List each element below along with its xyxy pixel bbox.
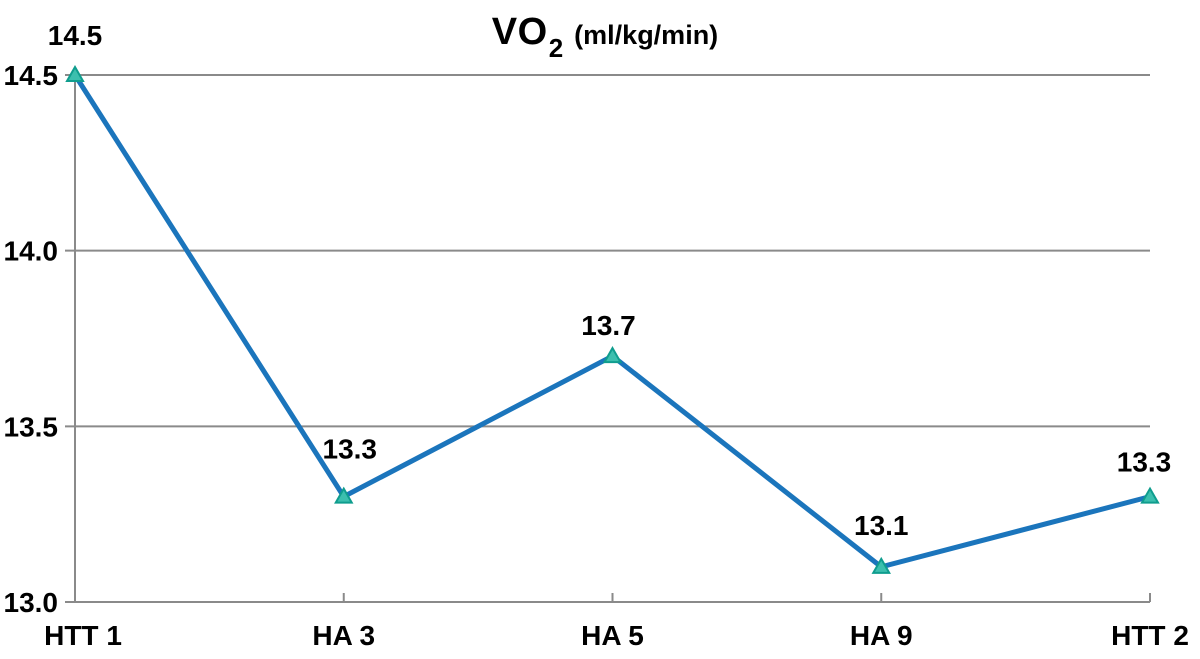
y-axis-tick-label: 14.5 [4,60,59,91]
y-axis-tick-label: 13.5 [4,411,59,442]
x-axis-category-label: HTT 1 [44,620,122,651]
chart-title-main: VO [491,11,548,53]
y-axis-tick-label: 14.0 [4,236,59,267]
data-point-label: 13.1 [854,510,909,541]
data-point-label: 13.3 [323,434,378,465]
data-point-marker [1140,486,1160,504]
data-point-marker [871,556,891,574]
x-axis-category-label: HA 9 [850,620,913,651]
data-point-marker [334,486,354,504]
chart-title-subscript: 2 [548,33,564,64]
data-point-label: 13.7 [581,310,636,341]
chart-title: VO2 (ml/kg/min) [0,11,1200,61]
x-axis-category-label: HTT 2 [1111,620,1189,651]
data-point-label: 13.3 [1117,447,1172,478]
x-axis-category-label: HA 5 [581,620,644,651]
x-axis-category-label: HA 3 [312,620,375,651]
data-point-marker [65,64,85,82]
data-point-label: 14.5 [48,20,103,51]
y-axis-tick-label: 13.0 [4,587,59,618]
data-point-marker [602,346,623,364]
chart-title-unit: (ml/kg/min) [574,20,719,50]
